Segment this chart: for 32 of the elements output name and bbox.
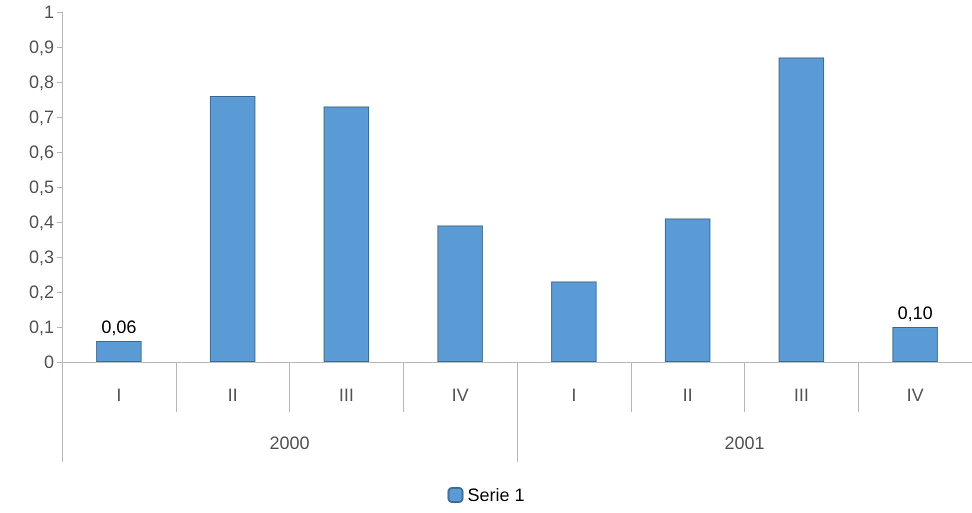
y-tick-label: 1 — [44, 2, 54, 22]
bar — [324, 106, 370, 362]
x-tick-label: II — [228, 385, 238, 405]
x-tick-label: III — [794, 385, 809, 405]
x-tick-label: I — [571, 385, 576, 405]
x-tick-label: IV — [452, 385, 469, 405]
legend-label: Serie 1 — [467, 485, 525, 505]
y-tick-label: 0 — [44, 352, 54, 372]
x-tick-label: IV — [906, 385, 924, 405]
bar — [210, 96, 256, 362]
bar — [96, 341, 142, 362]
y-tick-label: 0,6 — [28, 142, 54, 162]
y-tick-label: 0,8 — [28, 72, 54, 92]
y-tick-label: 0,4 — [28, 212, 54, 232]
y-tick-label: 0,7 — [28, 107, 54, 127]
bar — [551, 282, 597, 362]
x-tick-label: I — [116, 385, 122, 405]
x-tick-label: III — [338, 385, 354, 405]
x-tick-label: II — [682, 385, 693, 405]
data-label: 0,06 — [101, 317, 136, 337]
text: 2000 — [269, 433, 310, 453]
y-tick-label: 0,3 — [28, 247, 54, 267]
bar — [892, 327, 938, 362]
bar — [437, 226, 483, 362]
data-label: 0,10 — [898, 303, 933, 323]
y-tick-label: 0,9 — [28, 37, 54, 57]
bar — [778, 58, 824, 362]
y-tick-label: 0,1 — [28, 317, 54, 337]
y-tick-label: 0,2 — [28, 282, 54, 302]
y-tick-label: 0,5 — [28, 177, 54, 197]
bar — [664, 218, 710, 362]
text: 2001 — [724, 433, 765, 453]
